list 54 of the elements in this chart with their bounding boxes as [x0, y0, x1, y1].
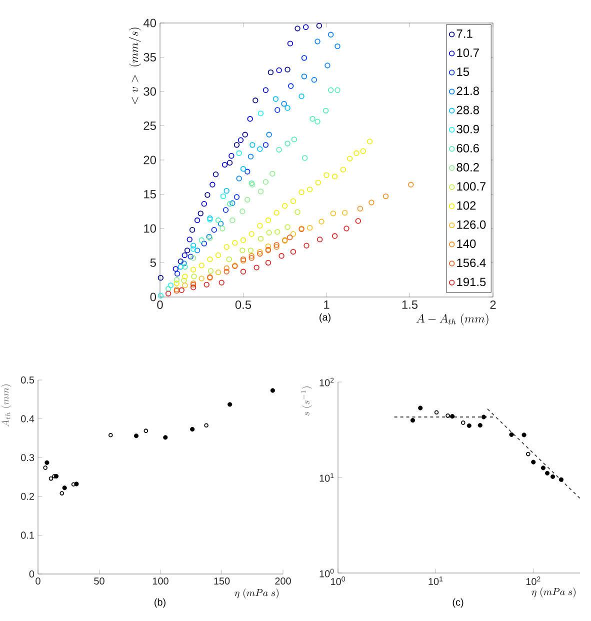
x-tick-label: 10$^{1}$	[428, 576, 443, 586]
y-tick-label: 5	[150, 258, 156, 267]
legend-label: 102	[457, 201, 476, 210]
legend-label: 7.1	[456, 30, 472, 38]
y-tick-label: 0.3	[21, 454, 34, 462]
legend-label: 15	[457, 68, 470, 76]
x-tick-label: 200	[275, 578, 291, 585]
y-tick-label: 30	[144, 87, 156, 96]
legend-label: 60.6	[456, 144, 479, 152]
x-tick-label: 0	[157, 300, 163, 309]
x-axis-title: $A-A_{th}\ (mm)$	[416, 314, 488, 326]
text: (b)	[154, 598, 166, 608]
y-tick-label: 20	[144, 156, 156, 164]
legend-label: 30.9	[456, 124, 479, 134]
y-tick-label: 15	[144, 190, 156, 198]
legend-label: 21.8	[456, 86, 479, 96]
legend-label: 100.7	[457, 182, 486, 191]
y-tick-label: 25	[144, 122, 156, 130]
legend-label: 126.0	[457, 220, 486, 229]
y-tick-label: 40	[143, 18, 156, 28]
y-tick-label: 0.2	[21, 492, 34, 500]
y-tick-label: 10$^{2}$	[320, 378, 334, 386]
x-tick-label: 1.5	[402, 300, 418, 309]
x-axis-title: $\eta\ (mPa\ s)$	[234, 588, 278, 598]
y-tick-label: 10	[144, 224, 156, 233]
x-tick-label: 1	[324, 300, 330, 309]
x-tick-label: 50	[94, 578, 104, 585]
legend-label: 140	[457, 239, 476, 248]
legend-label: 191.5	[457, 278, 486, 286]
y-tick-label: 10$^{1}$	[320, 473, 334, 482]
legend-label: 156.4	[457, 258, 486, 268]
x-tick-label: 100	[152, 578, 168, 585]
legend-label: 80.2	[456, 163, 479, 172]
y-axis-title: $<v>\ (mm/s)$	[129, 28, 142, 104]
x-axis-title: $\eta\ (mPa\ s)$	[532, 588, 576, 598]
x-tick-label: 0	[36, 578, 40, 585]
y-axis-title: $A_{th}\ (mm)$	[1, 384, 12, 427]
x-tick-label: 150	[214, 578, 230, 585]
x-tick-label: 2	[490, 300, 496, 309]
y-tick-label: 10$^{0}$	[320, 568, 334, 578]
y-tick-label: 35	[144, 53, 156, 62]
x-tick-label: 10$^{0}$	[331, 576, 345, 586]
legend-label: 28.8	[456, 106, 479, 114]
y-tick-label: 0.5	[21, 376, 34, 384]
y-tick-label: 0.1	[21, 532, 34, 539]
x-tick-label: 0.5	[235, 300, 252, 309]
y-tick-label: 0	[150, 292, 156, 302]
text: (c)	[452, 598, 464, 608]
legend-label: 10.7	[457, 48, 479, 57]
x-tick-label: 10$^{2}$	[526, 576, 540, 586]
text: (a)	[320, 313, 330, 323]
y-tick-label: 0	[29, 570, 34, 578]
y-tick-label: 0.4	[21, 415, 34, 422]
y-axis-title: $s\ (s^{-1})$	[301, 386, 312, 416]
